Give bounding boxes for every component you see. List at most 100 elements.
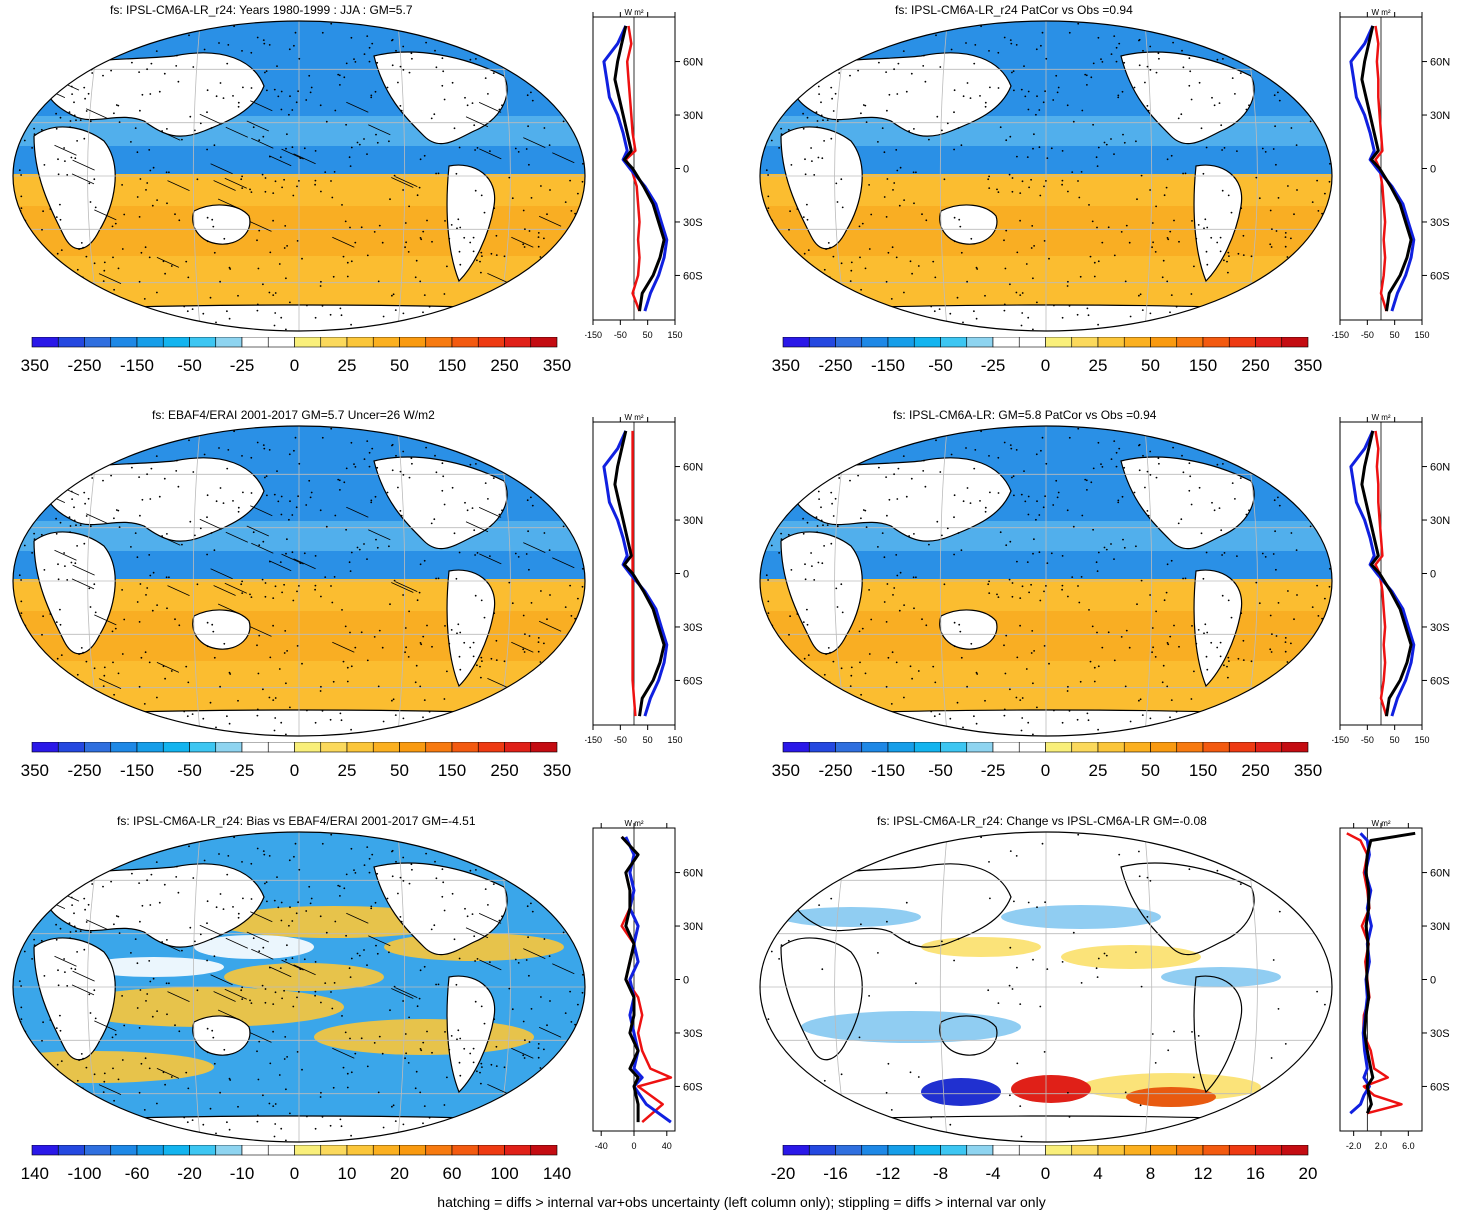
bias-positive-patch	[314, 1019, 534, 1055]
x-tick-label: 0	[631, 1141, 636, 1151]
landmass	[780, 937, 863, 1061]
zonal-mean-plot: W m² 60N 30N 0 30S 60S -150 -50 50 150	[1332, 413, 1450, 745]
colorbar-swatch	[399, 742, 427, 753]
longitude-line	[192, 426, 202, 736]
colorbar-swatch	[267, 742, 295, 753]
panel-2: fs: IPSL-CM6A-LR_r24 PatCor vs Obs =0.94…	[747, 0, 1483, 390]
landmass	[192, 609, 251, 650]
zonal-series-mean	[613, 25, 666, 312]
colorbar-tick-label: 0	[1041, 761, 1050, 780]
colorbar-tick-label: -50	[928, 356, 953, 375]
colorbar-swatch	[782, 1145, 810, 1156]
colorbar-tick-label: -25	[981, 761, 1006, 780]
colorbar-tick-label: -25	[230, 356, 255, 375]
lat-tick-label: 0	[1430, 569, 1436, 581]
colorbar-tick-label: 25	[1089, 356, 1108, 375]
colorbar-swatch	[1150, 337, 1178, 348]
lat-tick-label: 60N	[1430, 868, 1450, 880]
bias-positive-patch	[224, 963, 384, 991]
change-strong-positive	[1126, 1087, 1216, 1107]
colorbar-swatch	[1045, 742, 1073, 753]
zonal-mean-plot: W m² 60N 30N 0 30S 60S -150 -50 50 150	[585, 8, 703, 340]
colorbar-swatch	[1018, 337, 1046, 348]
lat-tick-label: 60S	[683, 1081, 703, 1093]
colorbar-tick-label: 0	[290, 356, 299, 375]
bias-positive-patch	[214, 906, 454, 938]
colorbar-swatch	[966, 337, 994, 348]
colorbar-swatch	[913, 1145, 941, 1156]
colorbar-tick-label: 0	[1041, 356, 1050, 375]
units-label: W m²	[1371, 8, 1390, 17]
colorbar-swatch	[1202, 1145, 1230, 1156]
colorbar-swatch	[372, 742, 400, 753]
panel-title: fs: IPSL-CM6A-LR: GM=5.8 PatCor vs Obs =…	[893, 408, 1157, 422]
colorbar-tick-label: 50	[1141, 761, 1160, 780]
colorbar-tick-label: 50	[390, 761, 409, 780]
colorbar-tick-label: -25	[230, 761, 255, 780]
x-tick-label: 150	[1414, 330, 1429, 340]
lat-tick-label: 60N	[1430, 462, 1450, 474]
colorbar-swatch	[940, 337, 968, 348]
landmass	[790, 52, 1012, 137]
landmass	[939, 609, 998, 650]
colorbar-tick-label: 350	[543, 761, 571, 780]
lat-tick-label: 0	[1430, 975, 1436, 987]
colorbar-swatch	[940, 1145, 968, 1156]
zonal-series-model	[631, 430, 637, 717]
colorbar-swatch	[294, 1145, 322, 1156]
colorbar-swatch	[1097, 337, 1125, 348]
map-border	[12, 20, 586, 332]
colorbar-tick-label: 0	[290, 761, 299, 780]
colorbar-tick-label: -250	[818, 761, 852, 780]
longitude-line	[939, 21, 949, 331]
colorbar-tick-label: -12	[876, 1164, 901, 1183]
colorbar-tick-label: 25	[338, 761, 357, 780]
colorbar-swatch	[1255, 337, 1283, 348]
lat-tick-label: 0	[683, 975, 689, 987]
colorbar-swatch	[241, 1145, 269, 1156]
lat-tick-label: 60N	[683, 462, 703, 474]
change-negative-patch	[1001, 905, 1161, 929]
colorbar-swatch	[861, 1145, 889, 1156]
colorbar-swatch	[1228, 337, 1256, 348]
map-field	[760, 426, 1332, 736]
lat-tick-label: 60N	[683, 868, 703, 880]
colorbar-swatch	[215, 337, 243, 348]
landmass	[33, 126, 116, 250]
colorbar-tick-label: -10	[230, 1164, 255, 1183]
longitude-line	[1143, 21, 1153, 331]
lat-tick-label: 30S	[683, 217, 703, 229]
x-tick-label: -50	[1361, 330, 1374, 340]
colorbar-swatch	[1018, 742, 1046, 753]
zonal-series-mean	[1363, 831, 1416, 1114]
landmass	[373, 51, 508, 145]
world-map	[759, 831, 1333, 1143]
colorbar-swatch	[1150, 742, 1178, 753]
colorbar-swatch	[835, 1145, 863, 1156]
landmass	[373, 862, 508, 956]
x-tick-label: -50	[1361, 735, 1374, 745]
colorbar-swatch	[1228, 1145, 1256, 1156]
colorbar-swatch	[1281, 742, 1309, 753]
x-tick-label: 2.0	[1375, 1141, 1388, 1151]
colorbar-tick-label: 250	[1241, 356, 1269, 375]
colorbar-swatch	[1202, 742, 1230, 753]
x-tick-label: -50	[614, 330, 627, 340]
colorbar-tick-label: 50	[390, 356, 409, 375]
landmass	[939, 204, 998, 245]
colorbar-swatch	[530, 337, 558, 348]
landmass	[780, 531, 863, 655]
colorbar-swatch	[294, 742, 322, 753]
colorbar-tick-label: 350	[1294, 356, 1322, 375]
colorbar-swatch	[31, 742, 59, 753]
world-map	[12, 831, 586, 1143]
colorbar-swatch	[84, 742, 112, 753]
units-label: W m²	[1371, 413, 1390, 422]
colorbar-swatch	[136, 337, 164, 348]
longitude-line	[192, 21, 202, 331]
map-field	[13, 426, 585, 736]
colorbar-swatch	[425, 742, 453, 753]
